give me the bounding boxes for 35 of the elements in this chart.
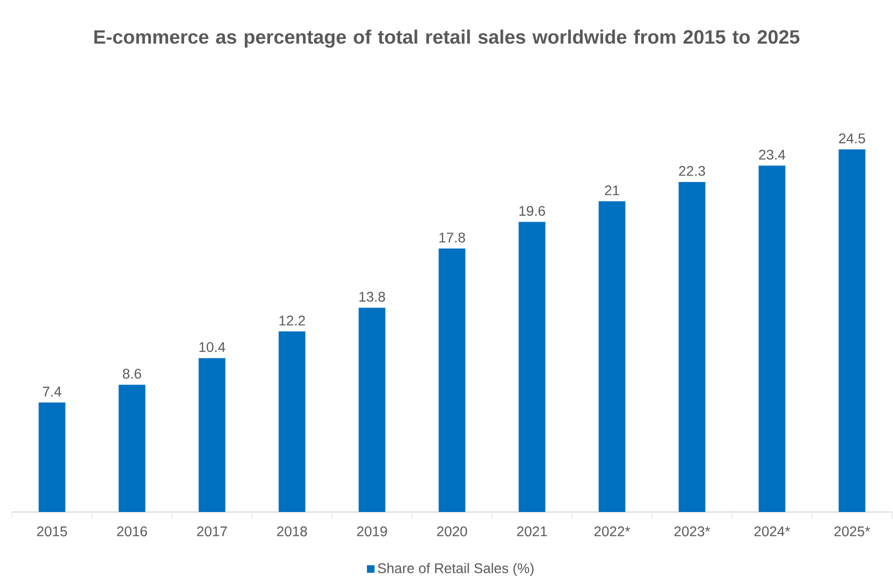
bar <box>118 384 146 512</box>
x-tick-label: 2015 <box>37 526 67 536</box>
data-label: 13.8 <box>359 292 386 302</box>
legend-label: Share of Retail Sales (%) <box>378 562 534 576</box>
data-label: 19.6 <box>519 206 546 216</box>
x-tick-label: 2019 <box>357 526 387 536</box>
x-tick-label: 2017 <box>197 526 227 536</box>
x-tick-label: 2025* <box>834 526 870 536</box>
chart-title: E-commerce as percentage of total retail sales worldwide from 2015 to 2025 <box>94 29 800 48</box>
x-tick-label: 2021 <box>517 526 547 536</box>
bar <box>438 248 466 512</box>
bar <box>838 149 866 512</box>
data-label: 12.2 <box>279 315 305 326</box>
bar <box>38 402 66 512</box>
data-label: 17.8 <box>439 232 466 242</box>
data-label: 23.4 <box>759 150 786 160</box>
x-tick-label: 2024* <box>754 526 790 536</box>
bar <box>598 200 626 512</box>
data-label: 10.4 <box>199 342 226 352</box>
bar <box>198 358 226 512</box>
bar <box>278 331 306 512</box>
bar <box>678 182 706 512</box>
x-tick-label: 2023* <box>674 526 710 536</box>
x-tick-label: 2016 <box>117 526 147 536</box>
data-label: 8.6 <box>122 368 142 378</box>
x-tick-label: 2020 <box>437 526 468 536</box>
x-tick-label: 2022* <box>594 526 630 536</box>
data-label: 22.3 <box>679 166 706 176</box>
bar <box>518 222 546 512</box>
data-label: 24.5 <box>839 133 866 144</box>
bar <box>358 308 386 512</box>
bar <box>758 165 786 512</box>
data-label: 7.4 <box>42 386 62 396</box>
data-label: 21 <box>604 185 620 195</box>
x-tick-label: 2018 <box>277 526 307 536</box>
